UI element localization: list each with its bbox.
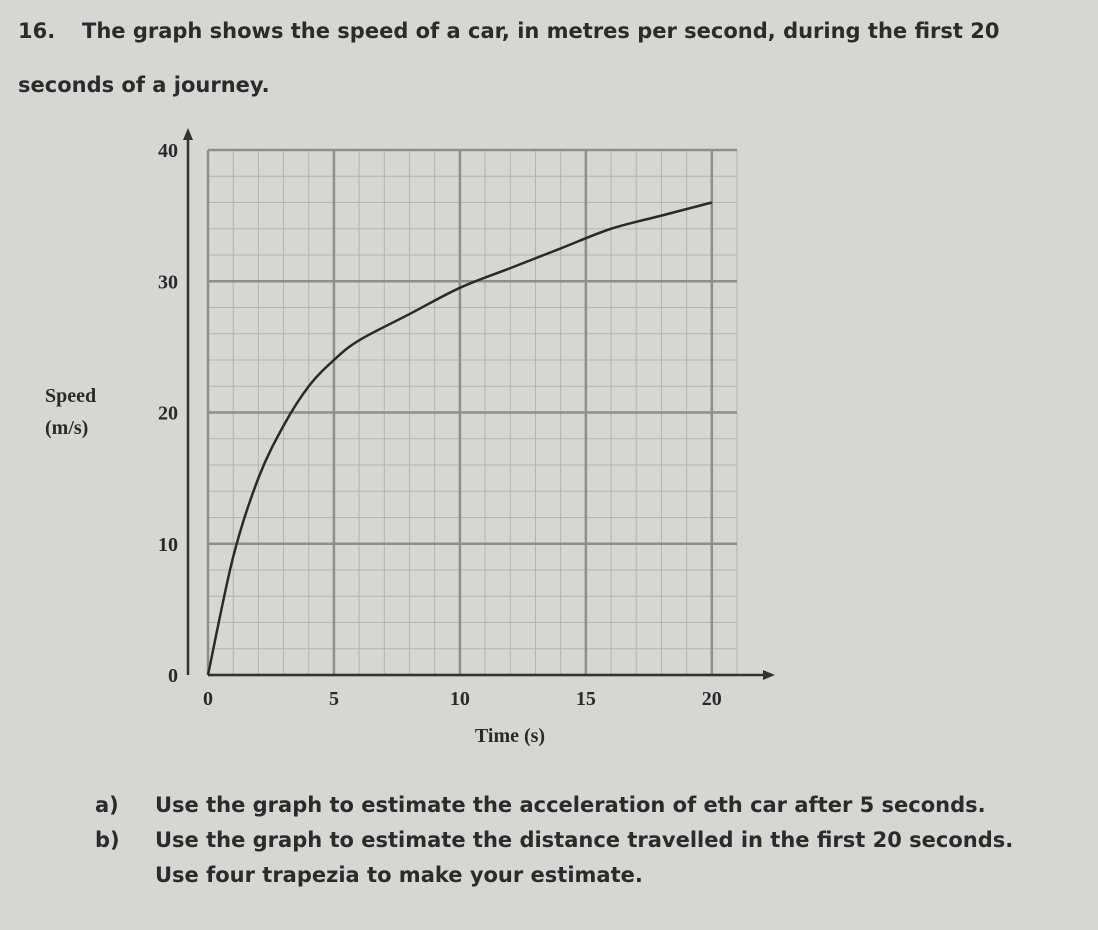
x-tick-label: 10 — [450, 688, 470, 710]
y-axis-label: Speed — [45, 385, 96, 407]
y-tick-label: 20 — [158, 403, 178, 425]
x-tick-label: 0 — [203, 688, 213, 710]
y-tick-label: 30 — [158, 271, 178, 293]
part-label: b) — [95, 828, 120, 852]
x-axis-arrow — [763, 670, 775, 680]
y-tick-label: 40 — [158, 140, 178, 162]
part-label: a) — [95, 793, 119, 817]
part-text: Use the graph to estimate the distance t… — [155, 828, 1013, 852]
y-axis-arrow — [183, 128, 193, 140]
question-text: The graph shows the speed of a car, in m… — [82, 19, 999, 43]
speed-curve — [206, 201, 713, 676]
x-tick-label: 15 — [576, 688, 596, 710]
y-tick-label: 10 — [158, 534, 178, 556]
y-tick-label: 0 — [168, 665, 178, 687]
x-tick-label: 20 — [702, 688, 722, 710]
y-axis-label: (m/s) — [45, 417, 88, 439]
x-tick-label: 5 — [329, 688, 339, 710]
question-number: 16. — [18, 19, 55, 43]
part-text: Use the graph to estimate the accelerati… — [155, 793, 986, 817]
part-text: Use four trapezia to make your estimate. — [155, 863, 643, 887]
question-text: seconds of a journey. — [18, 73, 270, 97]
chart: 0 5 10 15 20 0 10 20 30 40 — [158, 128, 775, 710]
x-axis-label: Time (s) — [475, 725, 545, 747]
